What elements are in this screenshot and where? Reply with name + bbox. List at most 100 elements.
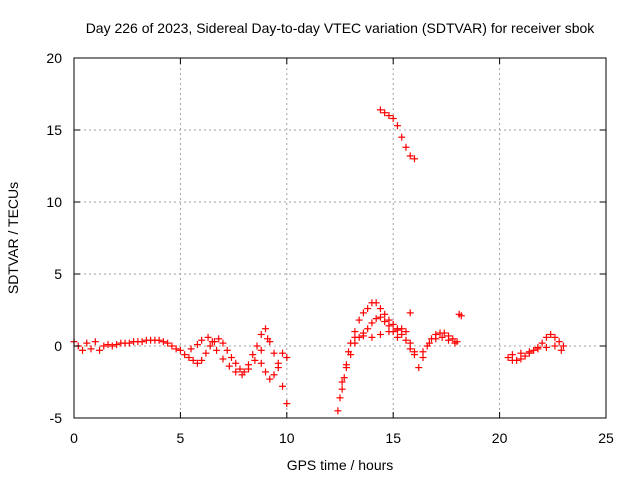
data-point [198,356,206,364]
data-point [100,342,108,350]
data-point [342,364,350,372]
data-point [398,133,406,141]
data-point [359,332,367,340]
data-point [402,336,410,344]
data-point [385,328,393,336]
data-point [389,114,397,122]
data-point [538,339,546,347]
y-tick-label: -5 [50,410,63,426]
data-point [542,333,550,341]
data-point [172,345,180,353]
data-point [372,315,380,323]
data-point [513,356,521,364]
data-point [376,330,384,338]
data-point [83,339,91,347]
data-point [338,385,346,393]
data-point [232,368,240,376]
data-point [206,342,214,350]
data-point [155,336,163,344]
data-point [402,143,410,151]
data-point [419,348,427,356]
data-point [542,343,550,351]
x-axis-label: GPS time / hours [287,457,394,473]
data-point [187,345,195,353]
data-point [262,325,270,333]
data-point [451,339,459,347]
data-point [334,407,342,415]
data-point [410,348,418,356]
data-point [534,345,542,353]
x-tick-label: 15 [385,430,401,446]
plot-frame [73,57,607,419]
data-point [164,339,172,347]
data-point [425,339,433,347]
data-point [393,333,401,341]
data-point [270,349,278,357]
data-point [125,339,133,347]
data-point [138,338,146,346]
data-point [432,335,440,343]
data-point [87,345,95,353]
data-point [372,299,380,307]
data-point [376,106,384,114]
data-point [455,310,463,318]
data-point [104,341,112,349]
data-point [338,378,346,386]
x-tick-label: 0 [70,430,78,446]
y-tick-label: 10 [46,194,62,210]
data-point [159,338,167,346]
data-point [347,351,355,359]
data-point [279,382,287,390]
data-point [406,309,414,317]
data-point [551,342,559,350]
data-point [368,333,376,341]
data-point [279,349,287,357]
data-point [208,338,216,346]
data-point [238,371,246,379]
data-point [181,351,189,359]
data-point [389,320,397,328]
data-point [508,351,516,359]
data-point [376,305,384,313]
data-point [415,364,423,372]
data-point [559,342,567,350]
data-point [244,365,252,373]
data-point [202,349,210,357]
x-tick-label: 10 [279,430,295,446]
x-tick-label: 25 [598,430,614,446]
data-point [283,400,291,408]
data-point [274,359,282,367]
data-point [547,330,555,338]
data-point [440,329,448,337]
data-point [351,333,359,341]
data-point [517,349,525,357]
data-point [185,354,193,362]
data-point [406,152,414,160]
data-point [257,346,265,354]
data-point [504,354,512,362]
data-point [381,310,389,318]
data-point [219,339,227,347]
data-point [525,348,533,356]
data-point [398,325,406,333]
data-point [219,355,227,363]
data-point [368,319,376,327]
data-point [406,339,414,347]
data-point [91,338,99,346]
data-point [227,354,235,362]
data-point [96,346,104,354]
grid [74,58,606,418]
data-series [70,106,567,415]
x-tick-label: 5 [177,430,185,446]
data-point [257,359,265,367]
data-point [204,333,212,341]
data-point [270,371,278,379]
data-point [551,333,559,341]
data-point [364,305,372,313]
data-point [225,362,233,370]
data-point [168,342,176,350]
data-point [381,109,389,117]
data-point [449,335,457,343]
data-point [438,333,446,341]
